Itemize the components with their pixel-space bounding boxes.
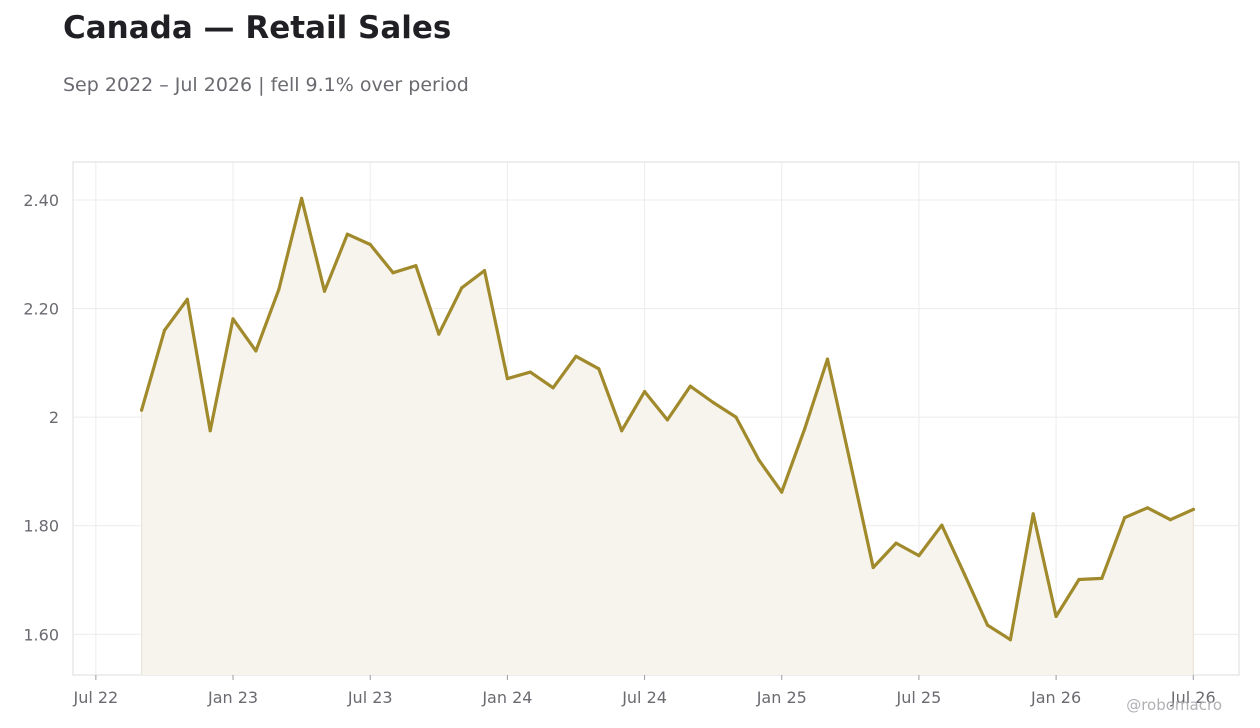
data-point (574, 354, 578, 358)
data-point (551, 386, 555, 390)
data-point (414, 264, 418, 268)
data-point (940, 523, 944, 527)
data-point (871, 565, 875, 570)
data-point (620, 429, 624, 433)
data-point (803, 427, 807, 431)
data-point (1191, 507, 1195, 511)
data-point (300, 196, 304, 200)
data-point (643, 390, 647, 394)
data-point (185, 297, 189, 301)
data-point (688, 384, 692, 388)
x-tick-label: Jan 24 (481, 688, 532, 707)
data-point (1054, 614, 1058, 619)
data-point (368, 242, 372, 247)
data-point (254, 349, 258, 353)
data-point (757, 458, 761, 462)
data-point (391, 271, 395, 275)
data-point (1145, 506, 1150, 510)
data-point (1077, 577, 1081, 582)
data-point (734, 415, 738, 419)
data-point (1031, 512, 1035, 516)
data-point (277, 288, 281, 292)
data-point (345, 232, 349, 236)
data-point (528, 370, 532, 374)
data-point (1100, 576, 1104, 581)
data-point (1168, 518, 1172, 522)
data-point (231, 317, 235, 321)
data-point (505, 377, 509, 381)
data-point (140, 408, 144, 412)
data-point (963, 573, 967, 577)
data-point (162, 328, 167, 332)
data-point (711, 400, 715, 405)
data-point (917, 554, 921, 558)
x-tick-label: Jul 25 (896, 688, 942, 707)
data-point (894, 541, 898, 545)
y-tick-label: 1.60 (23, 625, 59, 644)
data-point (437, 332, 441, 336)
data-point (985, 623, 990, 627)
chart-subtitle: Sep 2022 – Jul 2026 | fell 9.1% over per… (63, 74, 469, 96)
x-tick-label: Jul 23 (347, 688, 393, 707)
x-tick-label: Jul 24 (621, 688, 667, 707)
x-tick-label: Jan 23 (207, 688, 258, 707)
credit-label: @robomacro (1126, 696, 1222, 714)
y-tick-label: 1.80 (23, 517, 59, 536)
data-point (597, 367, 601, 371)
data-point (825, 357, 830, 361)
x-tick-label: Jan 26 (1030, 688, 1081, 707)
y-tick-label: 2.20 (23, 300, 59, 319)
data-point (322, 289, 327, 293)
x-tick-label: Jul 26 (1170, 688, 1216, 707)
data-point (482, 269, 487, 273)
data-point (460, 286, 464, 290)
series-area (141, 198, 1194, 675)
data-point (665, 418, 670, 422)
chart-title: Canada — Retail Sales (63, 10, 452, 46)
data-point (780, 490, 784, 494)
y-tick-label: 2.40 (23, 191, 59, 210)
data-point (848, 461, 852, 465)
data-point (1123, 516, 1127, 520)
x-tick-label: Jan 25 (756, 688, 807, 707)
y-tick-label: 2 (49, 408, 59, 427)
data-point (208, 429, 212, 433)
data-point (1008, 638, 1013, 642)
x-tick-label: Jul 22 (72, 688, 118, 707)
